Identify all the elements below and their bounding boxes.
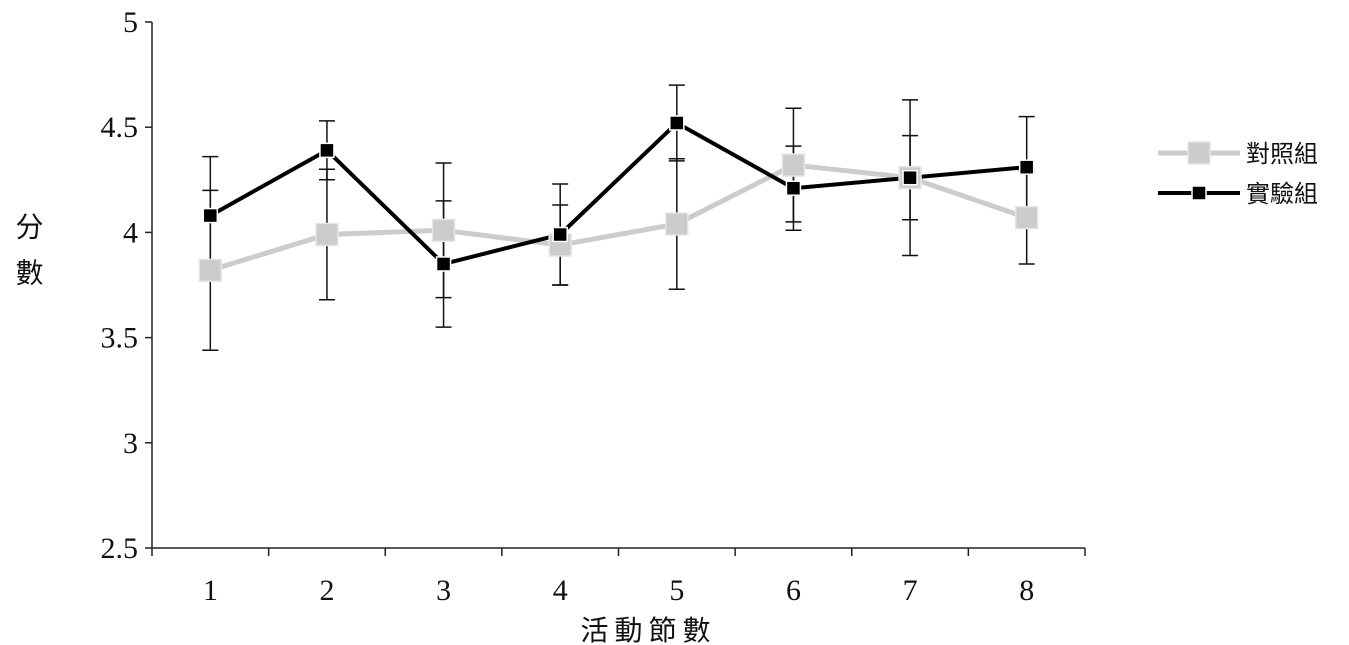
y-tick-label: 3.5 bbox=[101, 322, 139, 355]
x-tick-label: 5 bbox=[669, 574, 684, 607]
y-tick-label: 4 bbox=[123, 216, 138, 249]
legend-marker-2 bbox=[1191, 185, 1207, 201]
y-tick-label: 5 bbox=[123, 6, 138, 39]
series-2-point bbox=[202, 207, 219, 224]
series-1-point bbox=[665, 212, 689, 236]
axes bbox=[145, 21, 1086, 556]
x-tick-label: 4 bbox=[553, 574, 568, 607]
series-1-point bbox=[198, 258, 223, 283]
legend-label-1: 對照組 bbox=[1246, 140, 1318, 168]
series-2-point bbox=[902, 169, 918, 186]
series-1-point bbox=[315, 222, 339, 247]
series-lines bbox=[209, 120, 1028, 273]
series-1-point bbox=[431, 218, 456, 243]
y-axis-title: 分數 bbox=[12, 212, 45, 304]
x-tick-label: 6 bbox=[786, 574, 801, 607]
x-tick-label: 3 bbox=[436, 574, 451, 607]
x-tick-label: 2 bbox=[319, 574, 334, 607]
x-tick-label: 1 bbox=[203, 574, 218, 607]
series-2-point bbox=[319, 142, 335, 159]
x-axis-title: 活動節數 bbox=[580, 614, 716, 645]
legend-label-2: 實驗組 bbox=[1246, 180, 1318, 208]
y-tick-label: 2.5 bbox=[101, 532, 139, 565]
y-tick-label: 4.5 bbox=[101, 111, 139, 144]
series-1-point bbox=[781, 153, 806, 177]
y-tick-label: 3 bbox=[123, 427, 138, 460]
series-line-1 bbox=[209, 162, 1028, 273]
series-2-point bbox=[785, 180, 802, 196]
x-tick-label: 8 bbox=[1019, 574, 1034, 607]
series-2-point bbox=[1018, 159, 1035, 175]
error-bars bbox=[202, 84, 1035, 351]
axis-labels: 2.5 3 3.5 4 4.5 5 1 2 3 4 5 6 7 8 活動節數 分數 bbox=[12, 6, 1035, 645]
series-markers bbox=[198, 115, 1039, 283]
series-1-point bbox=[1014, 205, 1039, 230]
series-2-point bbox=[552, 226, 568, 243]
x-tick-label: 7 bbox=[903, 574, 918, 607]
legend-marker-1 bbox=[1187, 141, 1211, 165]
series-2-point bbox=[669, 115, 685, 131]
series-line-2 bbox=[209, 120, 1027, 266]
series-2-point bbox=[435, 256, 452, 272]
